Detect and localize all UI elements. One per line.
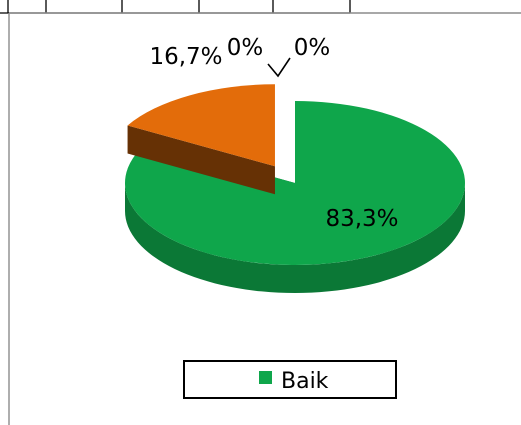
chart-frame <box>8 12 521 425</box>
label-leader-line <box>267 57 291 78</box>
pie-slice-0-top <box>124 101 465 265</box>
legend-box <box>183 360 397 399</box>
table-fragment <box>0 0 351 14</box>
pie-slice-1-top <box>127 84 275 167</box>
pie-slice-0-rim <box>125 183 465 293</box>
pie-slice-1-side-0 <box>127 125 275 195</box>
data-label-0: 83,3% <box>325 206 398 232</box>
legend: Baik <box>183 360 397 399</box>
legend-label-baik: Baik <box>281 369 329 394</box>
data-label-2: 0% <box>227 35 264 61</box>
legend-swatch-baik <box>259 371 272 384</box>
pie-slice-1 <box>127 84 275 195</box>
data-label-1: 16,7% <box>149 44 222 70</box>
data-label-3: 0% <box>294 35 331 61</box>
